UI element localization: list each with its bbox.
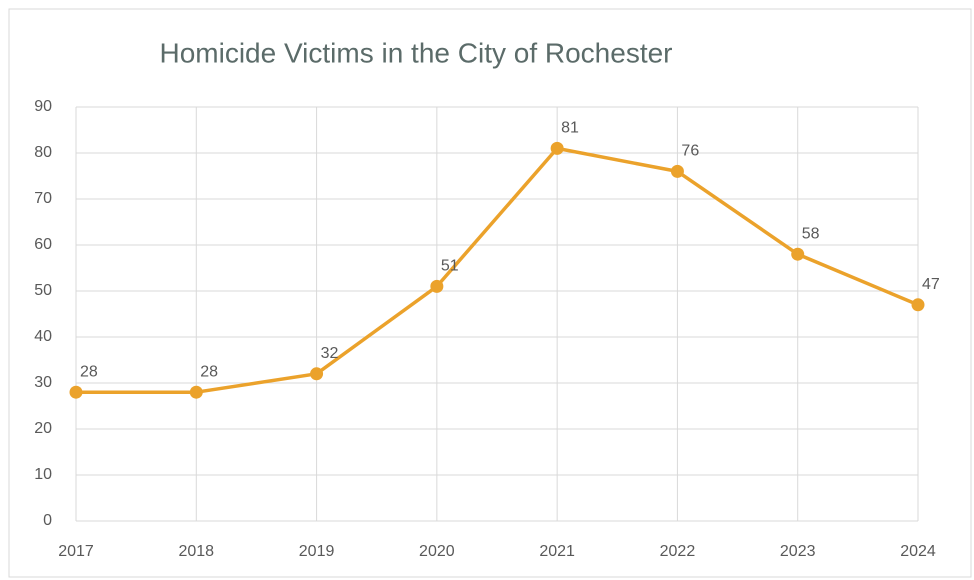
x-tick-label: 2023 <box>780 543 816 560</box>
data-label: 76 <box>681 143 699 160</box>
y-tick-label: 20 <box>34 420 52 437</box>
data-label: 81 <box>561 120 579 137</box>
data-label: 51 <box>441 258 459 275</box>
data-label: 32 <box>321 345 339 362</box>
data-point <box>189 385 203 399</box>
data-point <box>430 279 444 293</box>
y-tick-label: 50 <box>34 282 52 299</box>
data-label: 47 <box>922 276 940 293</box>
x-tick-label: 2017 <box>58 543 94 560</box>
x-tick-label: 2024 <box>900 543 936 560</box>
y-tick-label: 40 <box>34 328 52 345</box>
y-tick-label: 10 <box>34 466 52 483</box>
data-point <box>670 164 684 178</box>
data-point <box>911 298 925 312</box>
x-tick-label: 2020 <box>419 543 455 560</box>
data-point <box>550 141 564 155</box>
y-tick-label: 90 <box>34 98 52 115</box>
x-tick-label: 2021 <box>539 543 575 560</box>
data-line <box>76 146 919 394</box>
data-label: 58 <box>802 225 820 242</box>
y-tick-label: 30 <box>34 374 52 391</box>
x-tick-label: 2019 <box>299 543 335 560</box>
x-tick-label: 2018 <box>178 543 214 560</box>
y-tick-label: 80 <box>34 144 52 161</box>
data-point <box>69 385 83 399</box>
data-point <box>310 367 324 381</box>
data-label: 28 <box>80 363 98 380</box>
data-point <box>791 247 805 261</box>
chart-border <box>8 8 972 578</box>
y-tick-label: 0 <box>43 512 52 529</box>
x-tick-label: 2022 <box>660 543 696 560</box>
y-tick-label: 60 <box>34 236 52 253</box>
y-tick-label: 70 <box>34 190 52 207</box>
chart-title: Homicide Victims in the City of Rocheste… <box>160 37 673 68</box>
data-label: 28 <box>200 363 218 380</box>
